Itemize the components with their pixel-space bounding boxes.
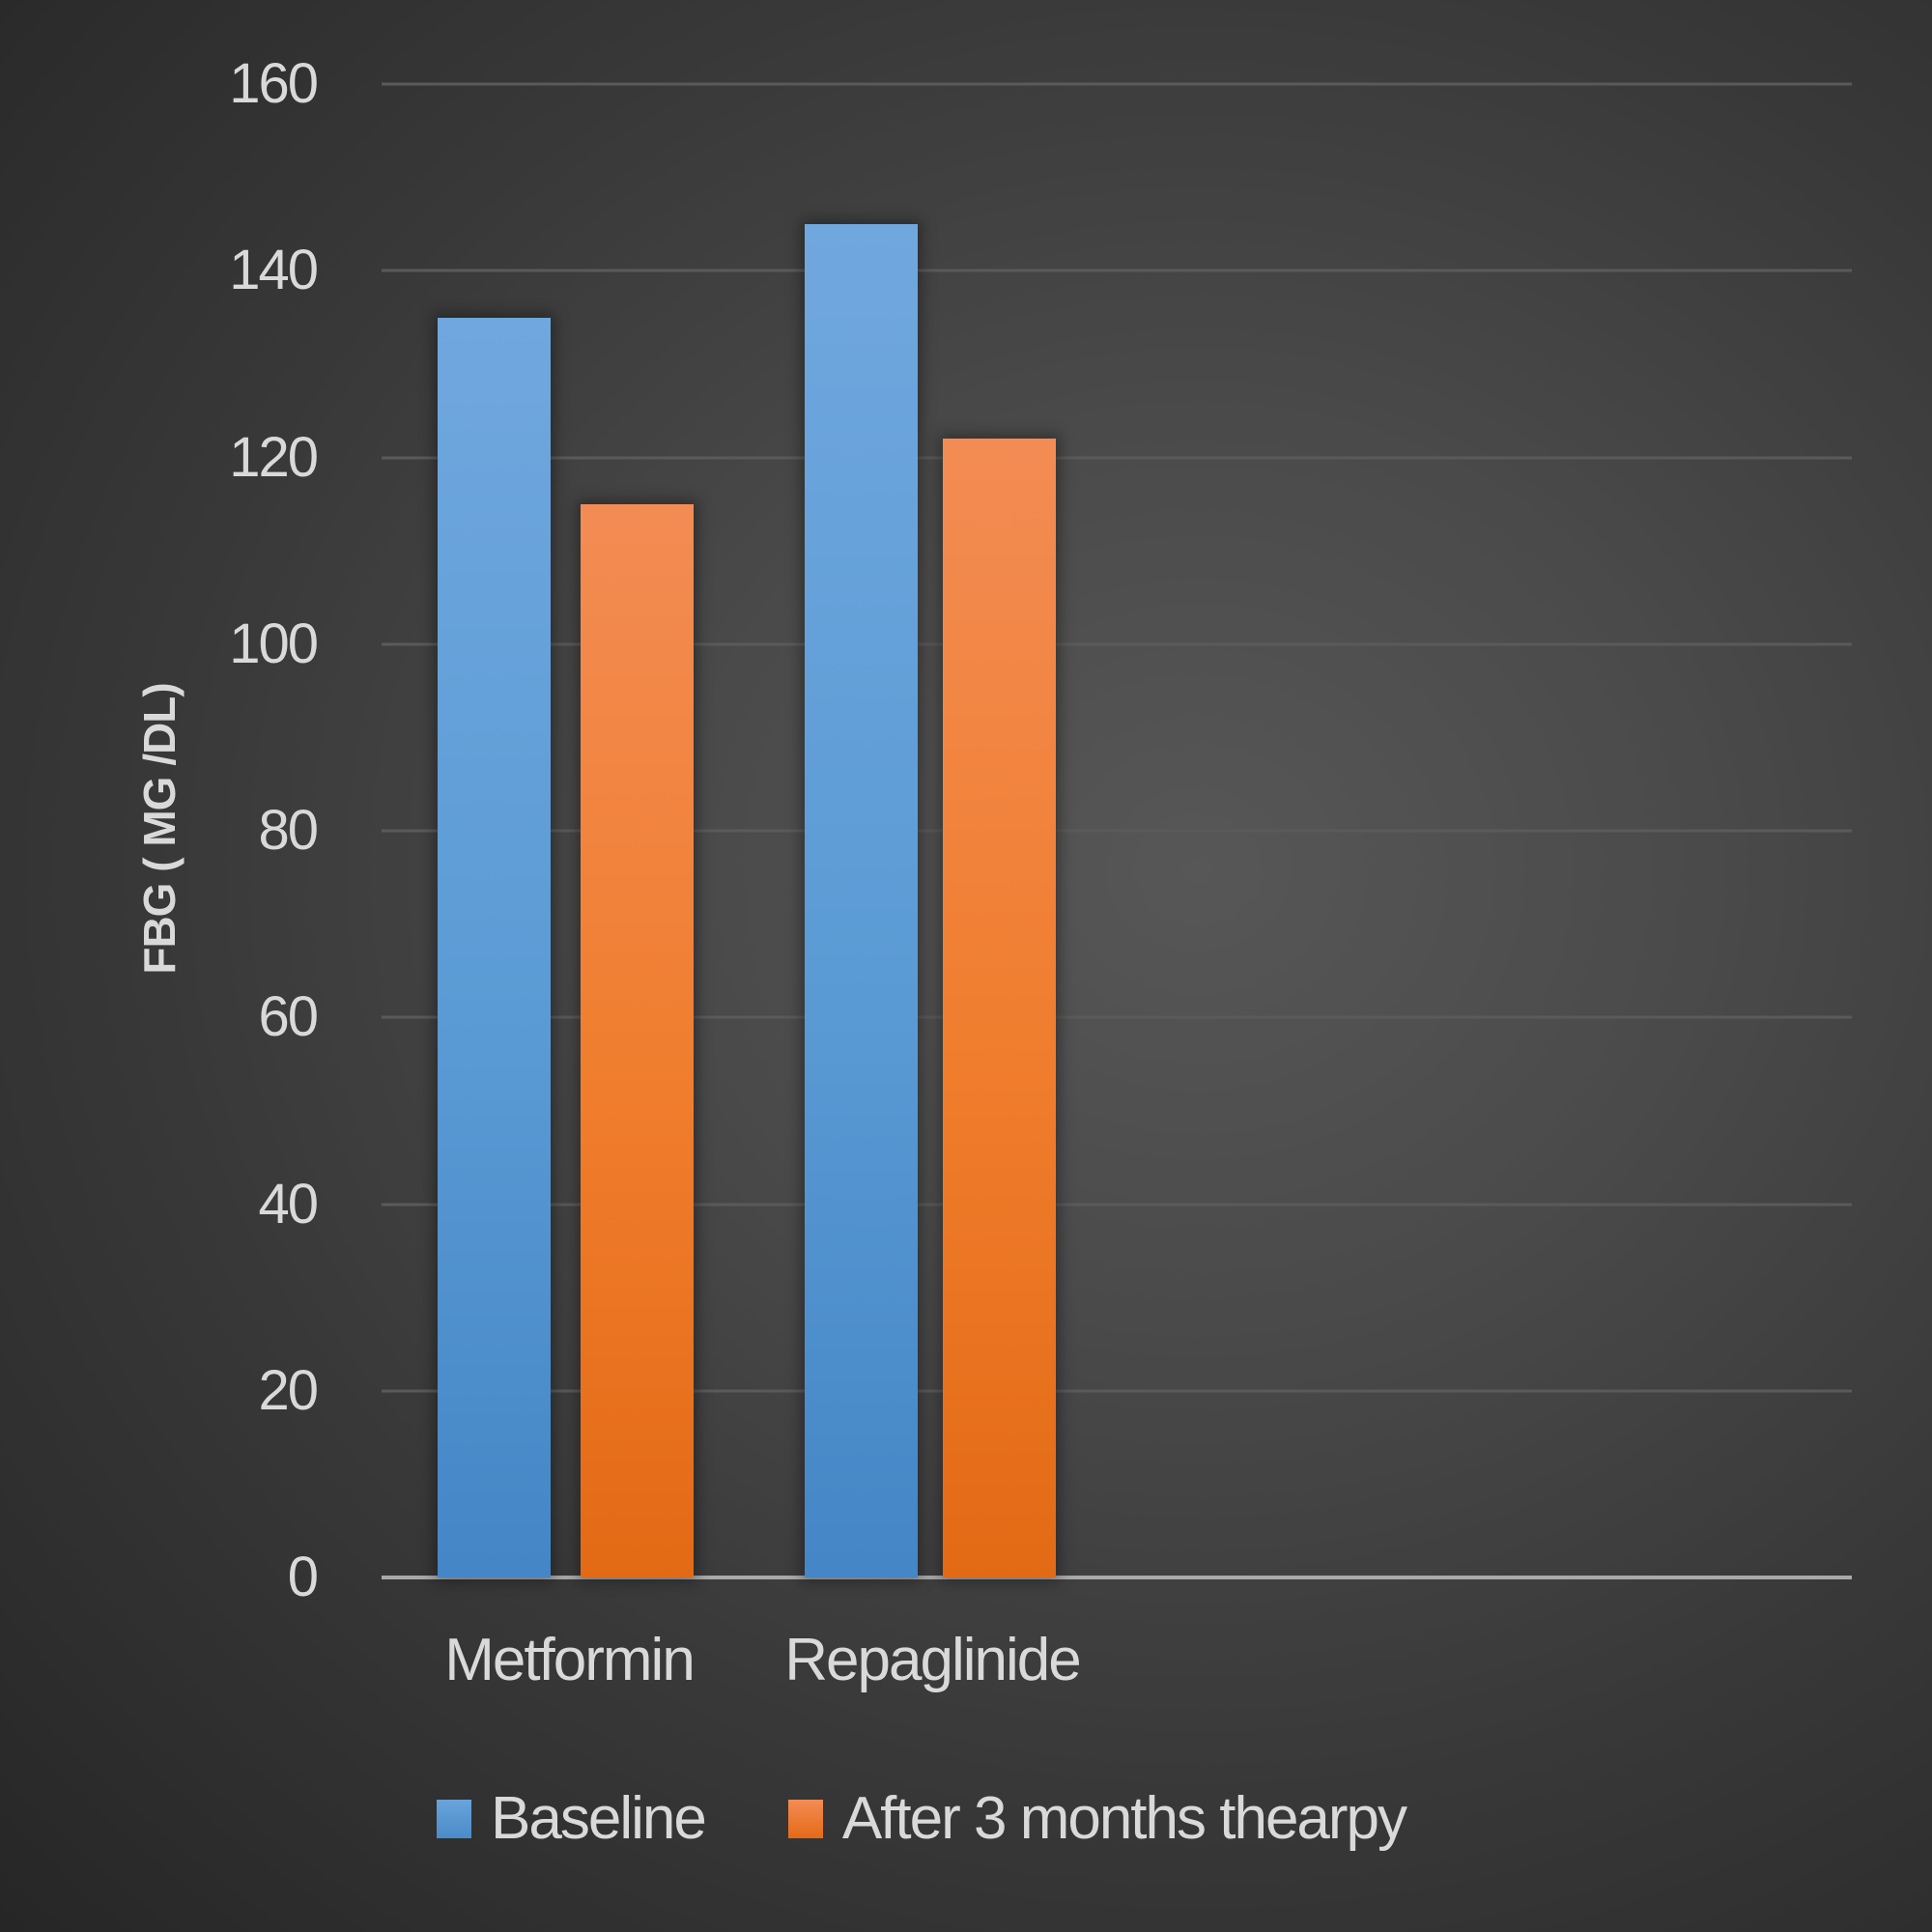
bar-repaglinide-baseline[interactable] (805, 223, 918, 1577)
bar-metformin-baseline[interactable] (438, 317, 551, 1577)
gridline (382, 1203, 1852, 1206)
x-axis-line (382, 1576, 1852, 1579)
gridline (382, 82, 1852, 86)
y-tick-label: 0 (287, 1546, 319, 1608)
gridline (382, 829, 1852, 833)
y-tick-label: 100 (229, 611, 319, 675)
y-axis-title: FBG ( MG /DL) (134, 683, 185, 975)
y-tick-label: 40 (258, 1172, 318, 1236)
y-tick-label: 120 (229, 425, 319, 489)
legend-label-after-therapy: After 3 months thearpy (841, 1785, 1407, 1852)
legend-item-baseline[interactable]: Baseline (437, 1785, 707, 1852)
legend-swatch-after-therapy-icon (787, 1800, 823, 1838)
bar-repaglinide-after[interactable] (943, 439, 1056, 1577)
legend-item-after-therapy[interactable]: After 3 months thearpy (787, 1785, 1407, 1852)
gridline (382, 1015, 1852, 1019)
x-label-repaglinide: Repaglinide (784, 1627, 1081, 1693)
legend: Baseline After 3 months thearpy (437, 1787, 1489, 1851)
legend-swatch-baseline-icon (437, 1800, 471, 1838)
gridline (382, 642, 1852, 646)
gridline (382, 269, 1852, 272)
gridline (382, 1389, 1852, 1393)
gridline (382, 456, 1852, 459)
y-tick-label: 20 (258, 1358, 318, 1422)
bar-metformin-after[interactable] (581, 503, 694, 1577)
y-tick-label: 80 (258, 799, 318, 862)
legend-label-baseline: Baseline (491, 1785, 707, 1852)
y-tick-label: 160 (229, 52, 319, 115)
x-label-metformin: Metformin (444, 1627, 696, 1693)
y-tick-label: 60 (258, 985, 318, 1049)
plot-area (382, 82, 1852, 1579)
y-tick-label: 140 (229, 239, 319, 302)
